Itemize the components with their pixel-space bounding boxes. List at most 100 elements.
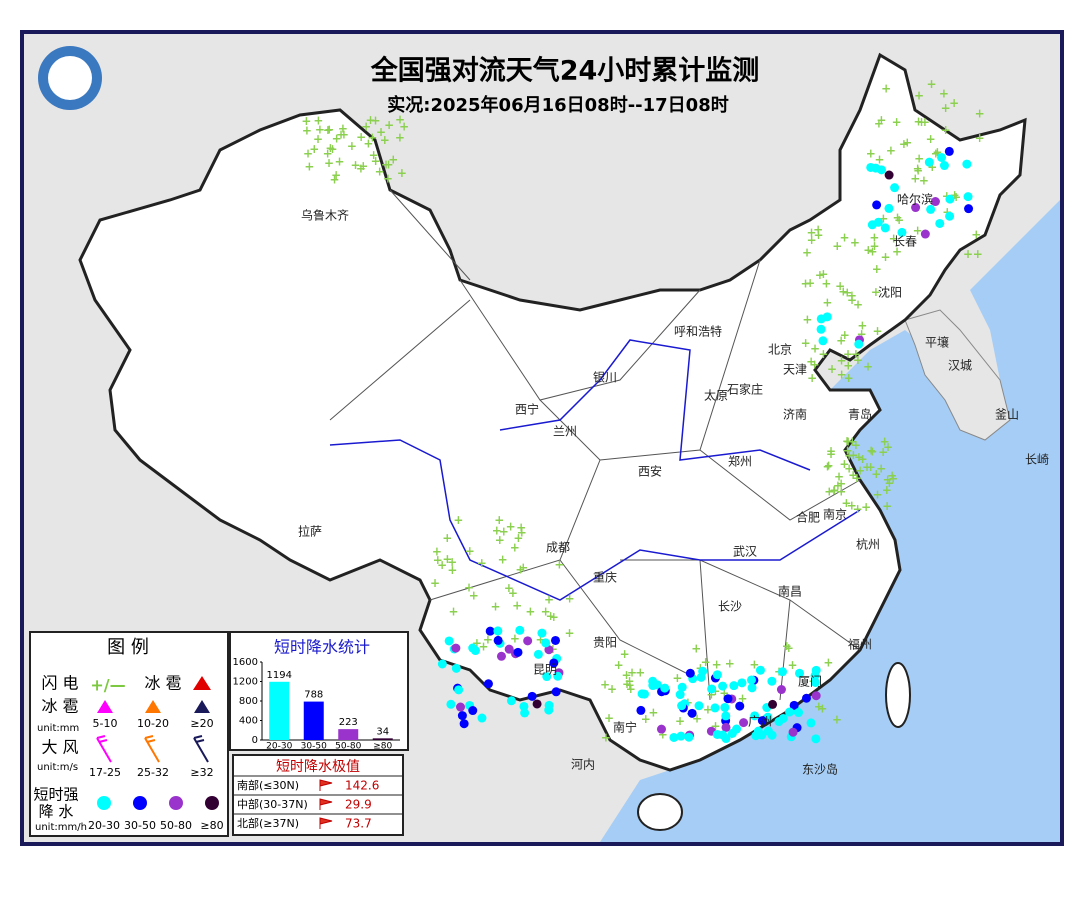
lightning-mark: + [870,239,880,253]
rain-dot [880,223,890,233]
lightning-mark: + [874,152,884,166]
lightning-mark: + [339,127,349,141]
rain-dot [777,667,787,677]
lightning-mark: + [836,476,846,490]
lightning-mark: + [866,460,876,474]
lightning-mark: + [843,434,853,448]
city-label: 兰州 [553,425,577,439]
rain-dot [935,218,945,228]
lightning-mark: + [625,678,635,692]
lightning-mark: + [472,636,482,650]
lightning-mark: + [380,133,390,147]
rain-dot [751,731,761,741]
rain-dot [685,668,695,678]
lightning-mark: + [621,668,631,682]
rain-dot [468,706,478,716]
lightning-mark: + [854,450,864,464]
lightning-mark: + [873,487,883,501]
lightning-mark: + [858,452,868,466]
lightning-mark: + [510,631,520,645]
rain-dot [542,672,552,682]
lightning-mark: + [817,702,827,716]
rain-dot [493,626,503,636]
lightning-mark: + [899,137,909,151]
lightning-mark: + [331,168,341,182]
city-label: 汉城 [948,359,972,373]
lightning-mark: + [565,626,575,640]
wind-symbol [193,735,209,763]
lightning-mark: + [347,139,357,153]
lightning-mark: + [479,640,489,654]
rain-dot [483,679,493,689]
lightning-mark: + [963,247,973,261]
rain-dot [788,727,798,737]
rain-dot [750,711,760,721]
rain-dot [656,724,666,734]
bar [372,738,393,740]
rain-dot [747,683,757,693]
rain-dot [767,676,777,686]
rain-dot [794,708,804,718]
y-tick-label: 0 [252,735,258,746]
lightning-mark: + [692,712,702,726]
lightning-mark: + [301,114,311,128]
lightning-mark: + [876,461,886,475]
lightning-mark: + [351,158,361,172]
lightning-mark: + [813,228,823,242]
lightning-mark: + [701,655,711,669]
rain-dot [504,644,514,654]
city-label: 厦门 [798,674,822,689]
rain-dot [718,681,728,691]
lightning-mark: + [328,142,338,156]
legend-label: 大 风 [41,738,78,757]
row-label: 南部(≤30N) [237,778,299,792]
legend-class: 30-50 [124,819,156,832]
lightning-mark: + [469,589,479,603]
lightning-mark: + [601,730,611,744]
rain-dot [527,691,537,701]
legend-class: 20-30 [88,819,120,832]
legend-class: 5-10 [93,717,118,730]
rain-symbol [133,796,147,810]
lightning-mark: + [338,121,348,135]
lightning-mark: + [843,358,853,372]
rain-dot [723,694,733,704]
rain-dot [737,678,747,688]
legend-class: 50-80 [160,819,192,832]
lightning-mark: + [495,533,505,547]
rain-dot [532,699,542,709]
rain-dot [816,324,826,334]
lightning-mark: + [876,113,886,127]
lightning-mark: + [323,123,333,137]
lightning-mark: + [827,362,837,376]
taiwan [885,662,911,728]
logo [38,46,102,110]
lightning-mark: + [365,113,375,127]
row-value: 142.6 [345,779,379,793]
lightning-mark: + [873,324,883,338]
rain-dot [810,677,820,687]
lightning-mark: + [813,223,823,237]
lightning-mark: + [884,476,894,490]
lightning-mark: + [367,130,377,144]
rain-dot [924,157,934,167]
rain-dot [776,685,786,695]
city-label: 成都 [546,541,570,555]
lightning-mark: + [832,712,842,726]
rain-dot [712,670,722,680]
lightning-mark: + [822,296,832,310]
rain-dot [897,227,907,237]
city-label: 武汉 [733,545,757,559]
lightning-mark: + [878,212,888,226]
extremes-table: 南部(≤30N) 142.6 中部(30-37N) 29.9 北部(≥37N) 73.7 [233,775,403,831]
city-label: 呼和浩特 [674,324,722,339]
lightning-mark: + [725,656,735,670]
lightning-mark: + [397,166,407,180]
rain-dot [785,707,795,717]
lightning-mark: + [833,479,843,493]
y-tick-label: 400 [239,716,258,727]
lightning-mark: + [491,600,501,614]
lightning-mark: + [604,711,614,725]
city-label: 福州 [848,637,872,652]
lightning-mark: + [872,262,882,276]
